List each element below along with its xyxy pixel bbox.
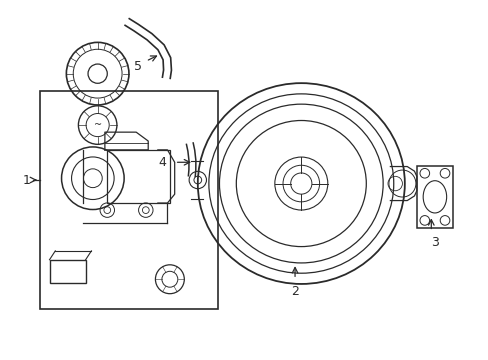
Bar <box>416 166 452 228</box>
Text: 5: 5 <box>133 60 142 73</box>
Bar <box>40 91 218 309</box>
Bar <box>49 260 85 283</box>
Bar <box>107 150 169 203</box>
Text: 2: 2 <box>290 285 298 298</box>
Text: 1: 1 <box>23 174 31 186</box>
Text: 3: 3 <box>430 235 438 248</box>
Text: ~: ~ <box>93 120 102 130</box>
Text: 4: 4 <box>159 156 166 169</box>
